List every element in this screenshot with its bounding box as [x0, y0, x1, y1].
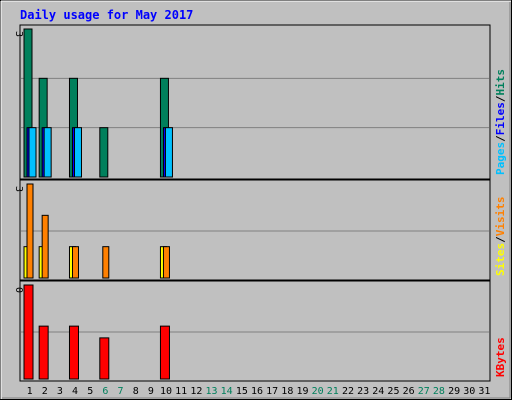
panel-middle: 3 Sites/Visits	[13, 179, 507, 281]
legend-middle: Sites/Visits	[494, 197, 507, 277]
x-tick-label: 12	[190, 386, 202, 397]
bar-pages-day-1	[28, 127, 37, 178]
x-tick-label: 25	[387, 386, 399, 397]
panel-frame	[19, 280, 491, 382]
bar-pages-day-10	[164, 127, 173, 178]
chart-title: Daily usage for May 2017	[20, 8, 193, 22]
x-tick-label: 16	[251, 386, 263, 397]
x-tick-label: 19	[296, 386, 308, 397]
legend-entry-sites: Sites	[494, 243, 507, 276]
x-tick-label: 18	[281, 386, 293, 397]
x-tick-label: 21	[327, 386, 339, 397]
x-tick-label: 10	[160, 386, 172, 397]
panel-frame	[19, 179, 491, 281]
panel-bottom: 0 KBytes	[13, 280, 507, 382]
bar-visits-day-6	[102, 246, 110, 279]
x-tick-label: 30	[463, 386, 475, 397]
x-tick-label: 5	[87, 386, 93, 397]
legend-entry-pages: Pages	[494, 142, 507, 175]
panel-frame	[19, 24, 491, 180]
x-tick-label: 9	[148, 386, 154, 397]
y-max-label: 3	[13, 186, 24, 192]
x-tick-label: 11	[175, 386, 187, 397]
x-tick-label: 4	[72, 386, 78, 397]
x-tick-label: 22	[342, 386, 354, 397]
legend-separator: /	[494, 135, 507, 142]
x-tick-label: 2	[42, 386, 48, 397]
bar-kbytes-day-1	[23, 284, 34, 380]
x-tick-label: 26	[403, 386, 415, 397]
bar-hits-day-6	[99, 127, 109, 178]
bar-pages-day-2	[43, 127, 52, 178]
x-axis-labels: 1 2 3 4 5 6 7 8 9 10 11 12 13 14 15 16 17 18 19 20 21 22 23 24 2…	[27, 386, 491, 397]
y-max-label: 0	[13, 287, 24, 293]
bar-kbytes-day-10	[159, 325, 170, 380]
bar-visits-day-4	[71, 246, 79, 279]
legend-entry-kbytes: KBytes	[494, 337, 507, 377]
x-tick-label: 23	[357, 386, 369, 397]
legend-separator: /	[494, 236, 507, 243]
bar-visits-day-2	[41, 214, 49, 279]
legend-entry-hits: Hits	[494, 69, 507, 96]
bar-pages-day-4	[73, 127, 82, 178]
x-tick-label: 27	[418, 386, 430, 397]
x-tick-label: 6	[102, 386, 108, 397]
x-tick-label: 13	[205, 386, 217, 397]
x-tick-label: 24	[372, 386, 384, 397]
x-tick-label: 20	[312, 386, 324, 397]
bar-kbytes-day-4	[68, 325, 79, 380]
x-tick-label: 15	[236, 386, 248, 397]
legend-separator: /	[494, 95, 507, 102]
legend-top: Pages/Files/Hits	[494, 69, 507, 175]
bar-kbytes-day-2	[38, 325, 49, 380]
legend-entry-visits: Visits	[494, 197, 507, 237]
x-tick-label: 8	[133, 386, 139, 397]
x-tick-label: 14	[221, 386, 233, 397]
x-tick-label: 7	[118, 386, 124, 397]
x-tick-label: 1	[27, 386, 33, 397]
bar-visits-day-10	[162, 246, 170, 279]
bar-kbytes-day-6	[99, 337, 110, 380]
x-tick-label: 17	[266, 386, 278, 397]
bar-visits-day-1	[26, 183, 34, 279]
legend-entry-files: Files	[494, 102, 507, 135]
x-tick-label: 29	[448, 386, 460, 397]
legend-bottom: KBytes	[494, 337, 507, 377]
y-max-label: 3	[13, 31, 24, 37]
x-tick-label: 31	[478, 386, 490, 397]
x-tick-label: 3	[57, 386, 63, 397]
x-tick-label: 28	[433, 386, 445, 397]
